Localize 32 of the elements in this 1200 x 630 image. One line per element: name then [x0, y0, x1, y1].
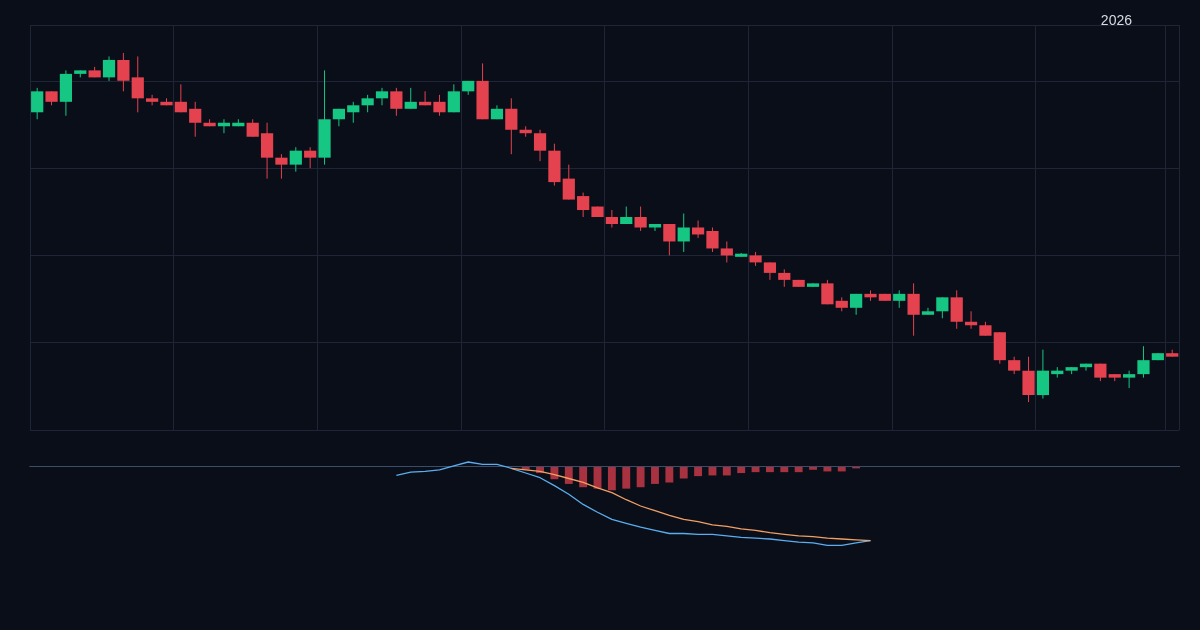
candlestick [634, 206, 647, 232]
candlestick [347, 101, 360, 124]
candlestick [390, 87, 403, 117]
candlestick [31, 87, 44, 120]
candlestick [102, 55, 116, 82]
candlestick [404, 87, 417, 110]
candlestick [375, 87, 389, 106]
candlestick [677, 213, 690, 253]
candlestick [720, 240, 733, 263]
candlestick [663, 223, 676, 256]
candlestick [1137, 345, 1150, 379]
candlestick [289, 146, 302, 173]
candlestick [447, 83, 460, 113]
candlestick [577, 192, 590, 218]
candlestick [562, 164, 575, 201]
candlestick [304, 146, 317, 169]
candlestick [189, 101, 202, 138]
candlestick [605, 209, 618, 228]
text: 2026 [1100, 12, 1133, 28]
candlestick [907, 282, 920, 337]
candlestick [117, 52, 130, 92]
candlestick [936, 296, 949, 319]
candlestick [533, 129, 547, 162]
candlestick [821, 279, 834, 305]
candlestick [1123, 370, 1136, 389]
candlestick [706, 227, 719, 253]
candlestick [131, 55, 144, 113]
candlestick [433, 94, 446, 117]
candlestick [505, 97, 518, 155]
candlestick [275, 153, 288, 180]
candlestick [174, 83, 187, 113]
candlestick [146, 94, 159, 106]
